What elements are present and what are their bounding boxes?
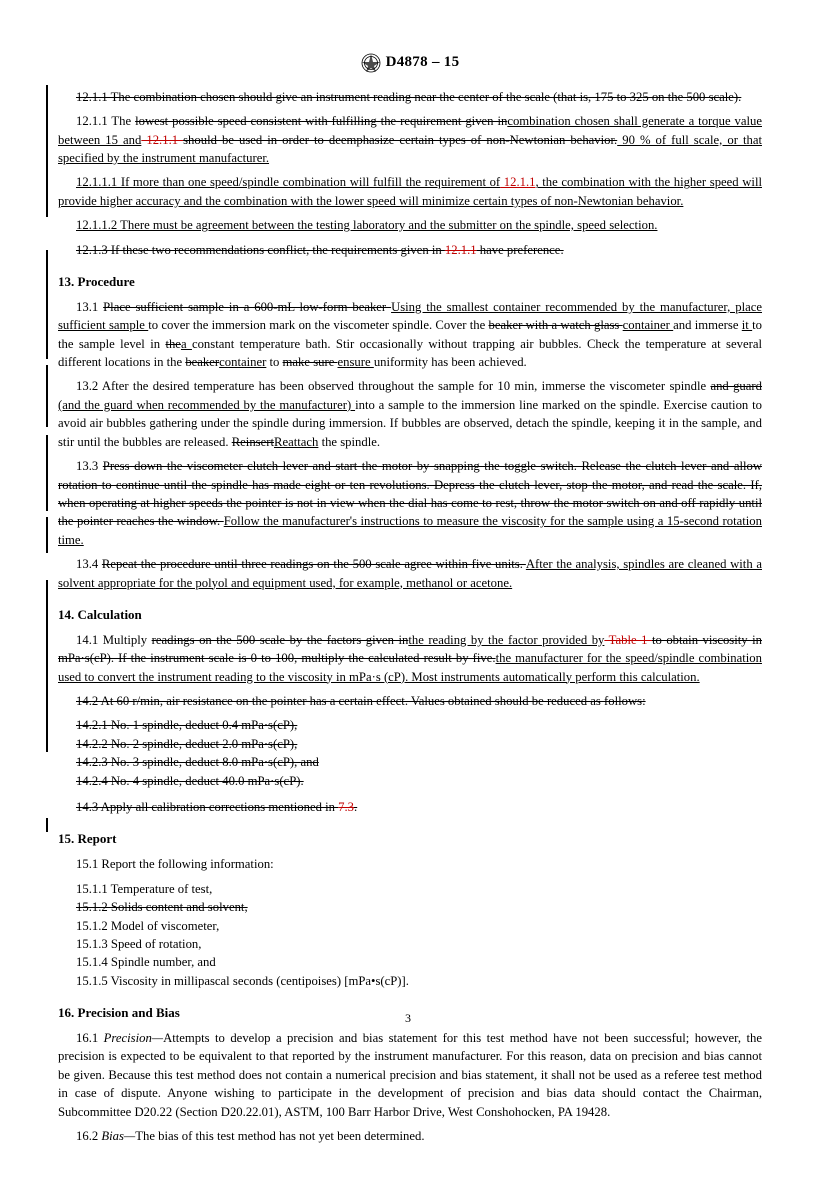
para-13-2: 13.2 After the desired temperature has b… bbox=[58, 377, 762, 451]
para-12-1-1-old: 12.1.1 The combination chosen should giv… bbox=[58, 88, 762, 106]
para-13-4: 13.4 Repeat the procedure until three re… bbox=[58, 555, 762, 592]
item-15-1-4: 15.1.4 Spindle number, and bbox=[76, 953, 762, 971]
item-14-2-1: 14.2.1 No. 1 spindle, deduct 0.4 mPa·s(c… bbox=[76, 716, 762, 734]
section-14-title: 14. Calculation bbox=[58, 606, 762, 625]
item-15-1-3: 15.1.3 Speed of rotation, bbox=[76, 935, 762, 953]
doc-header: D4878 – 15 bbox=[58, 52, 762, 74]
page-content: D4878 – 15 12.1.1 The combination chosen… bbox=[0, 0, 816, 1181]
para-14-2: 14.2 At 60 r/min, air resistance on the … bbox=[58, 692, 762, 710]
section-13-title: 13. Procedure bbox=[58, 273, 762, 292]
doc-number: D4878 – 15 bbox=[386, 54, 460, 70]
para-12-1-3: 12.1.3 If these two recommendations conf… bbox=[58, 241, 762, 259]
para-15-1: 15.1 Report the following information: bbox=[58, 855, 762, 873]
item-15-1-5: 15.1.5 Viscosity in millipascal seconds … bbox=[76, 972, 762, 990]
change-bar-3 bbox=[46, 365, 48, 427]
para-16-2: 16.2 Bias—The bias of this test method h… bbox=[58, 1127, 762, 1145]
para-12-1-1: 12.1.1 The lowest possible speed consist… bbox=[58, 112, 762, 167]
item-14-2-4: 14.2.4 No. 4 spindle, deduct 40.0 mPa·s(… bbox=[76, 772, 762, 790]
change-bar-6 bbox=[46, 580, 48, 752]
item-14-2-2: 14.2.2 No. 2 spindle, deduct 2.0 mPa·s(c… bbox=[76, 735, 762, 753]
para-14-3: 14.3 Apply all calibration corrections m… bbox=[58, 798, 762, 816]
para-14-1: 14.1 Multiply readings on the 500 scale … bbox=[58, 631, 762, 686]
para-16-1: 16.1 Precision—Attempts to develop a pre… bbox=[58, 1029, 762, 1121]
para-13-3: 13.3 Press down the viscometer clutch le… bbox=[58, 457, 762, 549]
section-15-title: 15. Report bbox=[58, 830, 762, 849]
page-number: 3 bbox=[0, 1011, 816, 1026]
para-12-1-1-2: 12.1.1.2 There must be agreement between… bbox=[58, 216, 762, 234]
change-bar-1 bbox=[46, 85, 48, 217]
item-15-1-1: 15.1.1 Temperature of test, bbox=[76, 880, 762, 898]
astm-logo-icon bbox=[361, 53, 381, 73]
item-14-2-3: 14.2.3 No. 3 spindle, deduct 8.0 mPa·s(c… bbox=[76, 753, 762, 771]
change-bar-7 bbox=[46, 818, 48, 832]
para-13-1: 13.1 Place sufficient sample in a 600-mL… bbox=[58, 298, 762, 372]
para-12-1-1-1: 12.1.1.1 If more than one speed/spindle … bbox=[58, 173, 762, 210]
change-bar-2 bbox=[46, 250, 48, 359]
list-14-2: 14.2.1 No. 1 spindle, deduct 0.4 mPa·s(c… bbox=[76, 716, 762, 790]
change-bar-5 bbox=[46, 517, 48, 553]
list-15-1: 15.1.1 Temperature of test, 15.1.2 Solid… bbox=[76, 880, 762, 990]
item-15-1-2: 15.1.2 Model of viscometer, bbox=[76, 917, 762, 935]
item-15-1-2-del: 15.1.2 Solids content and solvent, bbox=[76, 898, 762, 916]
change-bar-4 bbox=[46, 435, 48, 511]
